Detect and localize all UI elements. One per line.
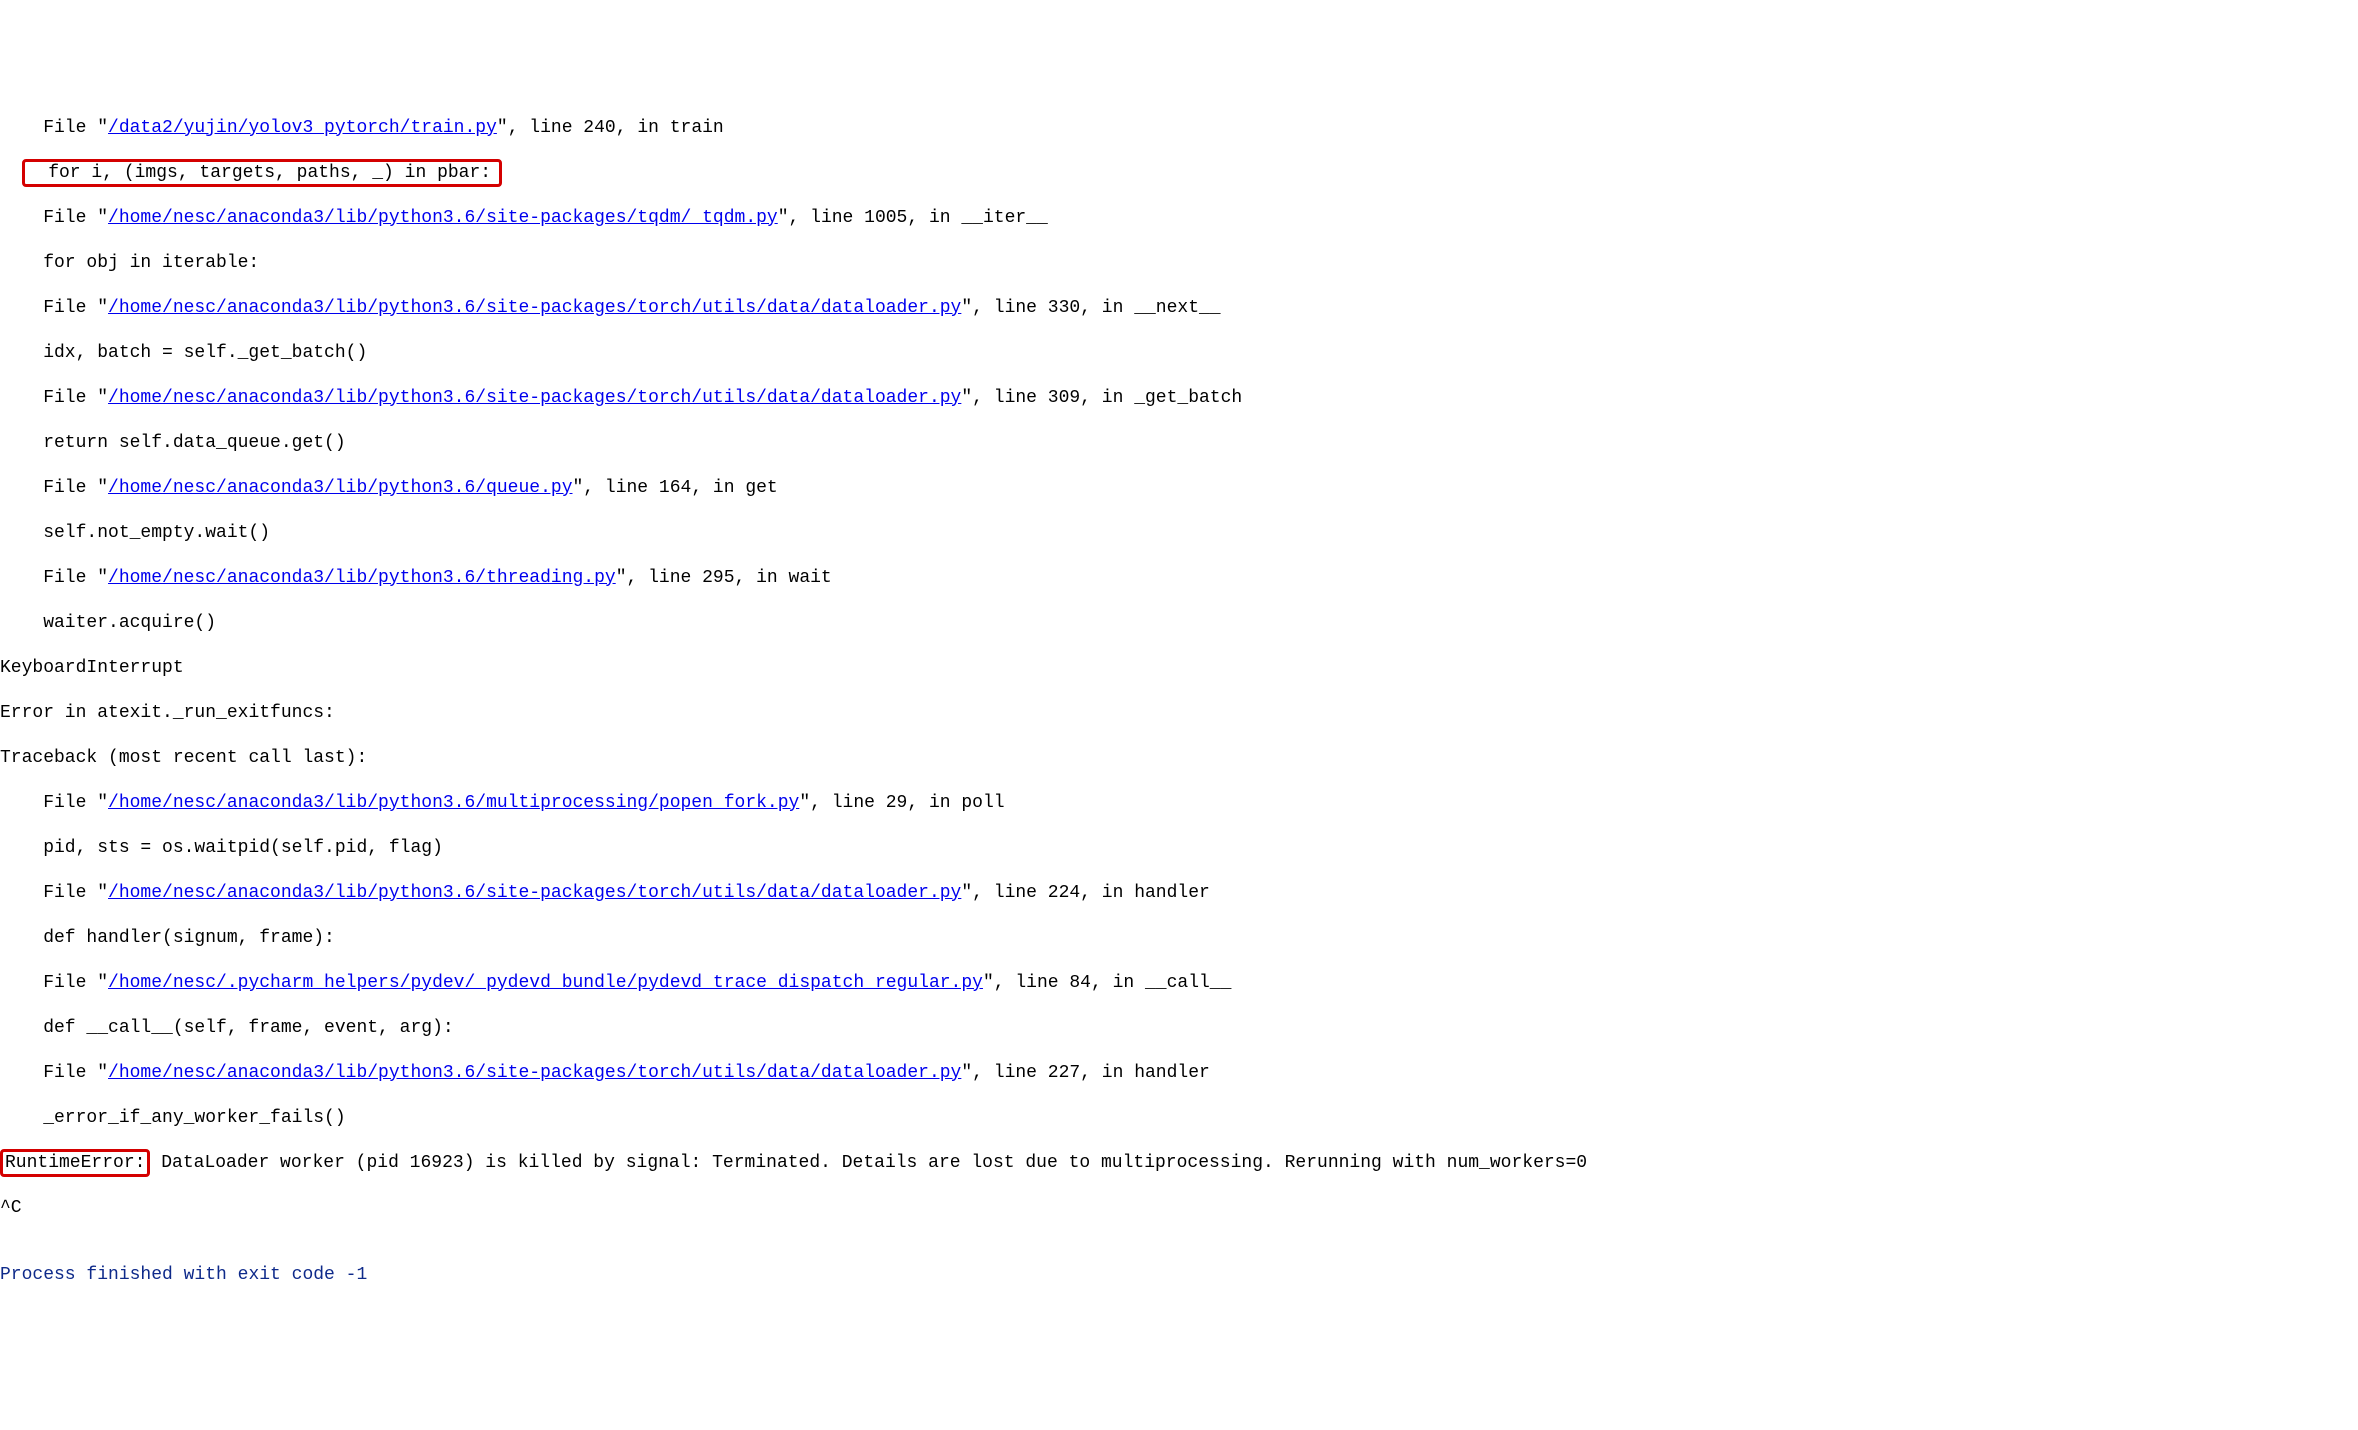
file-suffix: ", line 330, in __next__ bbox=[961, 298, 1220, 318]
file-suffix: ", line 295, in wait bbox=[616, 568, 832, 588]
tb-frame: File "/home/nesc/anaconda3/lib/python3.6… bbox=[0, 882, 2358, 905]
file-path-link[interactable]: /home/nesc/anaconda3/lib/python3.6/site-… bbox=[108, 883, 961, 903]
tb-code: _error_if_any_worker_fails() bbox=[0, 1107, 2358, 1130]
tb-code-highlighted: for i, (imgs, targets, paths, _) in pbar… bbox=[0, 162, 2358, 185]
tb-frame: File "/home/nesc/anaconda3/lib/python3.6… bbox=[0, 387, 2358, 410]
tb-frame: File "/data2/yujin/yolov3 pytorch/train.… bbox=[0, 117, 2358, 140]
tb-code: idx, batch = self._get_batch() bbox=[0, 342, 2358, 365]
tb-frame: File "/home/nesc/anaconda3/lib/python3.6… bbox=[0, 297, 2358, 320]
file-prefix: File " bbox=[22, 298, 108, 318]
error-label: RuntimeError: bbox=[5, 1153, 145, 1173]
tb-code: for obj in iterable: bbox=[0, 252, 2358, 275]
file-suffix: ", line 240, in train bbox=[497, 118, 724, 138]
tb-code: def __call__(self, frame, event, arg): bbox=[0, 1017, 2358, 1040]
tb-frame: File "/home/nesc/anaconda3/lib/python3.6… bbox=[0, 792, 2358, 815]
tb-code: self.not_empty.wait() bbox=[0, 522, 2358, 545]
runtime-error-line: RuntimeError: DataLoader worker (pid 169… bbox=[0, 1152, 2358, 1175]
atexit-error: Error in atexit._run_exitfuncs: bbox=[0, 702, 2358, 725]
file-prefix: File " bbox=[22, 478, 108, 498]
file-path-link[interactable]: /home/nesc/anaconda3/lib/python3.6/site-… bbox=[108, 388, 961, 408]
file-path-link[interactable]: /home/nesc/anaconda3/lib/python3.6/queue… bbox=[108, 478, 572, 498]
console-output: File "/data2/yujin/yolov3 pytorch/train.… bbox=[0, 90, 2358, 1317]
code-text: for i, (imgs, targets, paths, _) in pbar… bbox=[48, 163, 491, 183]
file-prefix: File " bbox=[22, 973, 108, 993]
traceback-header: Traceback (most recent call last): bbox=[0, 747, 2358, 770]
file-path-link[interactable]: /home/nesc/anaconda3/lib/python3.6/threa… bbox=[108, 568, 616, 588]
file-prefix: File " bbox=[22, 118, 108, 138]
tb-frame: File "/home/nesc/anaconda3/lib/python3.6… bbox=[0, 567, 2358, 590]
file-path-link[interactable]: /home/nesc/anaconda3/lib/python3.6/site-… bbox=[108, 1063, 961, 1083]
file-suffix: ", line 29, in poll bbox=[799, 793, 1004, 813]
file-suffix: ", line 164, in get bbox=[573, 478, 778, 498]
tb-frame: File "/home/nesc/anaconda3/lib/python3.6… bbox=[0, 477, 2358, 500]
file-suffix: ", line 227, in handler bbox=[961, 1063, 1209, 1083]
file-suffix: ", line 309, in _get_batch bbox=[961, 388, 1242, 408]
file-prefix: File " bbox=[22, 208, 108, 228]
file-path-link[interactable]: /data2/yujin/yolov3 pytorch/train.py bbox=[108, 118, 497, 138]
keyboard-interrupt: KeyboardInterrupt bbox=[0, 657, 2358, 680]
file-prefix: File " bbox=[22, 793, 108, 813]
file-prefix: File " bbox=[22, 388, 108, 408]
file-path-link[interactable]: /home/nesc/anaconda3/lib/python3.6/site-… bbox=[108, 208, 778, 228]
tb-code: def handler(signum, frame): bbox=[0, 927, 2358, 950]
tb-code: return self.data_queue.get() bbox=[0, 432, 2358, 455]
tb-code: pid, sts = os.waitpid(self.pid, flag) bbox=[0, 837, 2358, 860]
file-suffix: ", line 224, in handler bbox=[961, 883, 1209, 903]
tb-code: waiter.acquire() bbox=[0, 612, 2358, 635]
file-suffix: ", line 84, in __call__ bbox=[983, 973, 1231, 993]
error-message: DataLoader worker (pid 16923) is killed … bbox=[150, 1153, 1587, 1173]
file-path-link[interactable]: /home/nesc/.pycharm_helpers/pydev/_pydev… bbox=[108, 973, 983, 993]
file-suffix: ", line 1005, in __iter__ bbox=[778, 208, 1048, 228]
file-path-link[interactable]: /home/nesc/anaconda3/lib/python3.6/site-… bbox=[108, 298, 961, 318]
exit-message: Process finished with exit code -1 bbox=[0, 1264, 2358, 1287]
file-path-link[interactable]: /home/nesc/anaconda3/lib/python3.6/multi… bbox=[108, 793, 799, 813]
highlight-box-error: RuntimeError: bbox=[0, 1149, 150, 1178]
file-prefix: File " bbox=[22, 568, 108, 588]
tb-frame: File "/home/nesc/anaconda3/lib/python3.6… bbox=[0, 1062, 2358, 1085]
tb-frame: File "/home/nesc/anaconda3/lib/python3.6… bbox=[0, 207, 2358, 230]
ctrl-c: ^C bbox=[0, 1197, 2358, 1220]
tb-frame: File "/home/nesc/.pycharm_helpers/pydev/… bbox=[0, 972, 2358, 995]
highlight-box-code: for i, (imgs, targets, paths, _) in pbar… bbox=[22, 159, 502, 188]
file-prefix: File " bbox=[22, 883, 108, 903]
file-prefix: File " bbox=[22, 1063, 108, 1083]
